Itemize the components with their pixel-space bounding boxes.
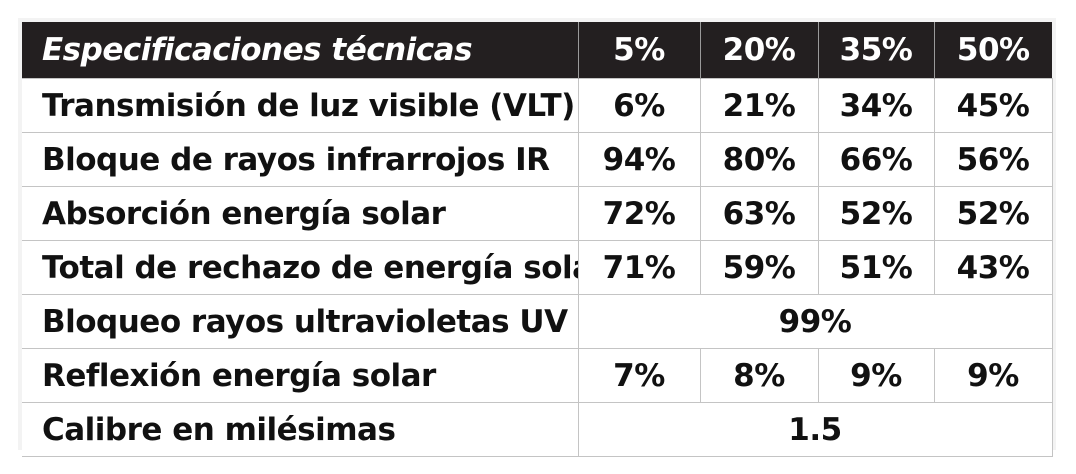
table-cell: 8%: [699, 348, 819, 403]
header-row: Especificaciones técnicas 5% 20% 35% 50%: [22, 22, 1052, 79]
table-cell: 34%: [817, 78, 935, 133]
table-cell: 66%: [817, 132, 935, 187]
header-column-50: 50%: [933, 22, 1052, 79]
table-cell: 6%: [577, 78, 701, 133]
table-row: Calibre en milésimas 1.5: [22, 402, 1053, 457]
table-cell: 7%: [577, 348, 701, 403]
row-label: Bloqueo rayos ultravioletas UV: [22, 294, 579, 349]
header-column-20: 20%: [699, 22, 818, 79]
table-cell: 63%: [699, 186, 819, 241]
table-cell: 52%: [817, 186, 935, 241]
table-cell: 59%: [699, 240, 819, 295]
table-cell: 80%: [699, 132, 819, 187]
table-row: Transmisión de luz visible (VLT) 6% 21% …: [22, 78, 1053, 133]
table-cell: 21%: [699, 78, 819, 133]
header-column-35: 35%: [817, 22, 934, 79]
table-cell: 9%: [817, 348, 935, 403]
row-label: Reflexión energía solar: [22, 348, 579, 403]
header-title: Especificaciones técnicas: [22, 22, 578, 79]
table-cell: 71%: [577, 240, 701, 295]
table-cell: 94%: [577, 132, 701, 187]
table-row: Total de rechazo de energía solar 71% 59…: [22, 240, 1053, 295]
table-cell: 72%: [577, 186, 701, 241]
table-cell: 45%: [933, 78, 1053, 133]
row-label: Bloque de rayos infrarrojos IR: [22, 132, 579, 187]
row-label: Total de rechazo de energía solar: [22, 240, 579, 295]
table-row: Bloque de rayos infrarrojos IR 94% 80% 6…: [22, 132, 1053, 187]
table-cell: 56%: [933, 132, 1053, 187]
table-cell: 51%: [817, 240, 935, 295]
table-cell: 43%: [933, 240, 1053, 295]
table-row: Absorción energía solar 72% 63% 52% 52%: [22, 186, 1053, 241]
header-column-5: 5%: [577, 22, 700, 79]
row-label: Absorción energía solar: [22, 186, 579, 241]
table-row: Bloqueo rayos ultravioletas UV 99%: [22, 294, 1053, 349]
table-cell: 9%: [933, 348, 1053, 403]
specifications-table: Especificaciones técnicas 5% 20% 35% 50%…: [22, 22, 1053, 457]
row-label: Calibre en milésimas: [22, 402, 579, 457]
table-row: Reflexión energía solar 7% 8% 9% 9%: [22, 348, 1053, 403]
merged-value-cell: 1.5: [577, 402, 1053, 457]
row-label: Transmisión de luz visible (VLT): [22, 78, 579, 133]
table-cell: 52%: [933, 186, 1053, 241]
merged-value-cell: 99%: [577, 294, 1053, 349]
